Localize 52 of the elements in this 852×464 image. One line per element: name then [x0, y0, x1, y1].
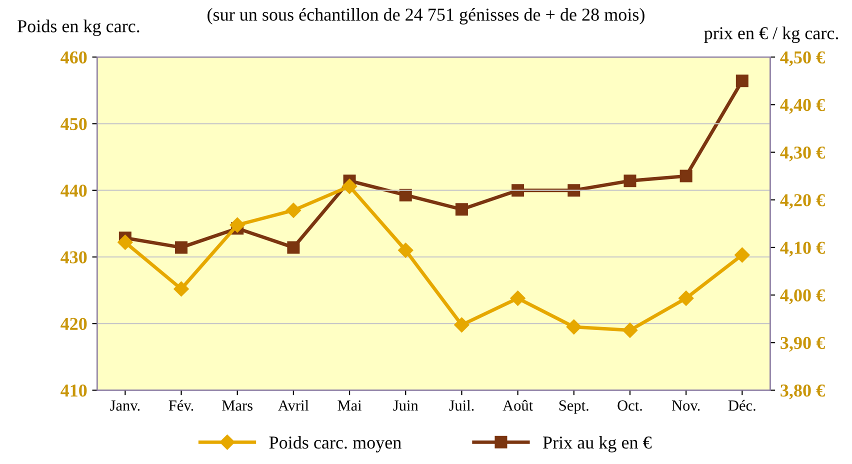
point — [174, 281, 189, 297]
point — [286, 202, 302, 218]
legend-label: Poids carc. moyen — [269, 436, 402, 452]
point — [455, 203, 468, 216]
x-tick-label: Août — [502, 400, 533, 411]
point — [678, 290, 694, 306]
point — [512, 184, 524, 197]
point — [399, 188, 412, 202]
point — [230, 217, 245, 233]
y2-tick-label: 3,90 € — [780, 336, 825, 352]
point — [175, 241, 188, 254]
y-tick-label: 450 — [60, 118, 87, 130]
y-axis-title: Poids en kg carc. — [18, 20, 140, 36]
y-tick-label: 440 — [60, 184, 87, 197]
y2-tick-label: 4,30 € — [780, 146, 825, 162]
y-tick-label: 420 — [60, 318, 87, 330]
y-tick-label: 410 — [60, 384, 87, 397]
y2-tick-label: 4,00 € — [780, 289, 825, 304]
y2-axis-title: prix en € / kg carc. — [704, 26, 838, 44]
point — [624, 174, 636, 188]
point — [342, 178, 358, 194]
x-tick-label: Juin — [393, 400, 418, 411]
point — [118, 234, 133, 250]
point — [734, 247, 750, 263]
point — [566, 319, 582, 334]
x-tick-label: Déc. — [728, 400, 756, 411]
point — [622, 322, 638, 338]
chart-title: (sur un sous échantillon de 24 751 génisses de + de 28 mois) — [208, 8, 644, 24]
point — [398, 242, 414, 258]
y2-tick-label: 4,10 € — [780, 242, 825, 257]
x-tick-label: Mai — [338, 400, 362, 411]
y-tick-label: 430 — [60, 251, 87, 264]
y2-tick-label: 4,20 € — [780, 194, 825, 209]
y2-tick-label: 3,80 € — [780, 384, 825, 400]
x-tick-label: Nov. — [672, 400, 700, 411]
point — [568, 184, 580, 197]
point — [287, 241, 300, 254]
point — [680, 170, 692, 182]
y2-tick-label: 4,50 € — [780, 51, 825, 66]
x-tick-label: Oct. — [618, 400, 642, 411]
point — [454, 317, 470, 332]
x-tick-label: Janv. — [110, 400, 140, 411]
point — [510, 290, 526, 306]
x-tick-label: Avril — [278, 400, 309, 411]
legend-label: Prix au kg en € — [543, 436, 652, 452]
y-tick-label: 460 — [60, 51, 87, 64]
x-tick-label: Sept. — [559, 400, 588, 414]
point — [736, 74, 748, 88]
y2-tick-label: 4,40 € — [780, 98, 825, 114]
x-tick-label: Juil. — [449, 400, 474, 411]
x-tick-label: Fév. — [168, 400, 194, 411]
x-tick-label: Mars — [222, 400, 252, 411]
